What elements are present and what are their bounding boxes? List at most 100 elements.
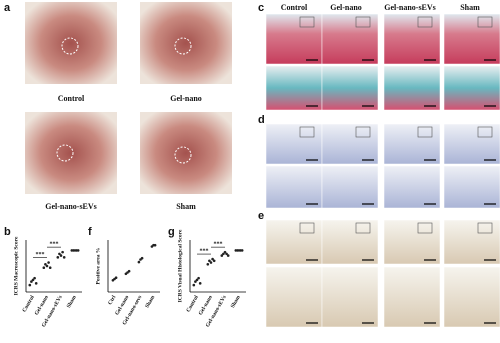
histology-image	[443, 219, 500, 265]
data-point	[222, 252, 225, 256]
histology-image	[383, 266, 441, 328]
histology-image	[321, 219, 379, 265]
x-tick-label: Ctrl	[107, 294, 117, 306]
inset-box	[417, 222, 433, 234]
inset-box	[355, 126, 371, 138]
data-point	[56, 256, 60, 259]
histology-image	[265, 219, 323, 265]
data-point	[76, 249, 80, 252]
data-point	[226, 254, 230, 257]
photo-label: Gel-nano	[170, 94, 202, 103]
histology-image	[265, 266, 323, 328]
panel-label: d	[258, 114, 265, 126]
inset-box	[477, 16, 493, 28]
inset-box	[477, 222, 493, 234]
data-point	[153, 243, 157, 247]
photo-label: Gel-nano-sEVs	[45, 202, 97, 211]
column-header: Sham	[460, 3, 480, 12]
data-point	[137, 260, 141, 264]
data-point	[114, 276, 118, 280]
y-axis-label: ICRS Visual Histological Score	[177, 229, 183, 302]
significance-label: ***	[50, 242, 59, 248]
inset-box	[299, 16, 315, 28]
histology-image	[443, 123, 500, 165]
defect-circle	[174, 146, 192, 164]
data-point	[127, 269, 131, 273]
data-point	[33, 276, 36, 280]
data-point	[225, 252, 228, 256]
data-point	[212, 259, 216, 263]
data-point	[192, 283, 196, 287]
column-header: Gel-nano	[330, 3, 362, 12]
data-point	[28, 283, 32, 287]
histology-image	[265, 165, 323, 209]
x-tick-label: Control	[186, 294, 201, 313]
data-point	[48, 266, 52, 270]
histology-image	[443, 13, 500, 65]
histology-image	[443, 266, 500, 328]
inset-box	[417, 126, 433, 138]
inset-box	[299, 126, 315, 138]
defect-circle	[174, 37, 192, 55]
histology-image	[321, 123, 379, 165]
data-point	[42, 266, 46, 270]
panel-label: g	[168, 226, 175, 238]
data-point	[206, 262, 210, 266]
x-tick-label: Sham	[230, 294, 242, 309]
histology-image	[443, 65, 500, 111]
histology-image	[321, 266, 379, 328]
data-point	[208, 259, 211, 263]
data-point	[58, 252, 61, 256]
histology-grid	[265, 13, 500, 328]
data-point	[59, 254, 63, 257]
inset-box	[355, 16, 371, 28]
significance-label: ***	[36, 252, 45, 258]
data-point	[211, 257, 214, 261]
data-point	[220, 254, 224, 257]
histology-image	[321, 13, 379, 65]
data-point	[195, 278, 199, 282]
data-point	[198, 282, 202, 285]
significance-label: ***	[200, 248, 209, 254]
data-point	[223, 250, 227, 254]
x-tick-label: Control	[22, 294, 37, 313]
panel-label: b	[4, 226, 11, 238]
photo-label: Sham	[176, 202, 196, 211]
histology-image	[265, 13, 323, 65]
data-point	[44, 262, 47, 266]
histology-image	[383, 165, 441, 209]
data-point	[194, 280, 197, 283]
histology-image	[383, 13, 441, 65]
data-point	[47, 261, 50, 264]
data-point	[45, 264, 49, 268]
data-point	[140, 256, 144, 260]
photo	[140, 112, 232, 194]
photo	[25, 112, 117, 194]
data-point	[61, 250, 64, 254]
data-point	[197, 276, 200, 280]
inset-box	[355, 222, 371, 234]
histology-image	[321, 65, 379, 111]
column-header: Control	[281, 3, 308, 12]
column-header: Gel-nano-sEVs	[384, 3, 436, 12]
data-point	[209, 261, 213, 264]
defect-circle	[56, 144, 74, 162]
photo-panel: Control Gel-nano Gel-nano-sEVs Sham	[25, 2, 232, 211]
data-point	[34, 282, 38, 285]
histology-image	[265, 123, 323, 165]
histology-image	[383, 65, 441, 111]
y-axis-label: ICRS Macroscopic Score	[13, 236, 19, 295]
photo-label: Control	[58, 94, 85, 103]
x-tick-label: Sham	[144, 294, 156, 309]
photo	[25, 2, 117, 84]
x-tick-label: Sham	[66, 294, 78, 309]
y-axis-label: Positive area %	[95, 248, 101, 285]
data-point	[240, 249, 244, 252]
inset-box	[417, 16, 433, 28]
significance-label: ***	[214, 242, 223, 248]
histology-image	[265, 65, 323, 111]
panel-label: a	[4, 2, 11, 14]
inset-box	[477, 126, 493, 138]
panel-label: e	[258, 210, 264, 222]
